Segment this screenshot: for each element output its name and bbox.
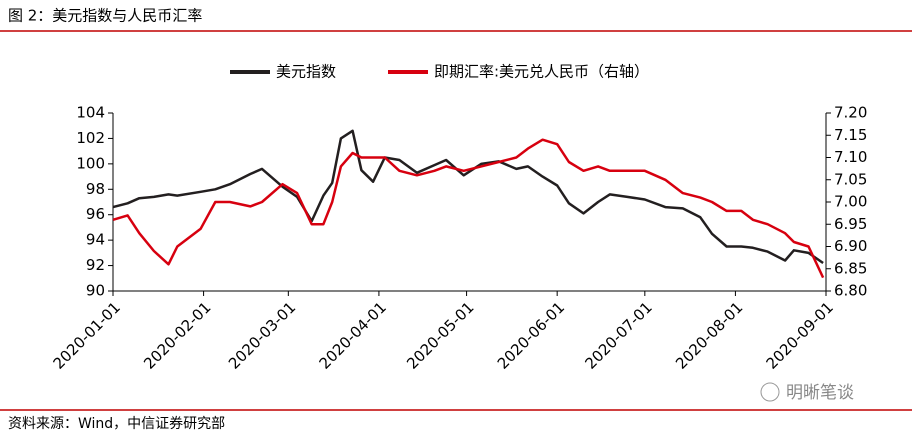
series-line [112,129,824,265]
y2-tick-label: 7.00 [834,193,867,211]
y2-tick-label: 7.10 [834,148,867,166]
x-tick-label: 2020-09-01 [763,298,837,372]
y-tick-label: 90 [86,282,105,300]
legend-label: 美元指数 [276,63,336,81]
watermark: 明晰笔谈 [786,383,854,403]
y2-tick-label: 6.85 [834,259,867,277]
x-tick-label: 2020-04-01 [316,298,390,372]
x-tick-label: 2020-06-01 [494,298,568,372]
y2-tick-label: 6.90 [834,237,867,255]
y2-tick-label: 6.80 [834,282,867,300]
y2-tick-label: 6.95 [834,215,867,233]
series-line [112,138,825,279]
y2-tick-label: 7.05 [834,170,867,188]
y-tick-label: 94 [86,231,105,249]
y-tick-label: 104 [76,104,105,122]
y2-tick-label: 7.15 [834,126,867,144]
y-tick-label: 100 [76,154,105,172]
x-tick-label: 2020-05-01 [403,298,477,372]
y-tick-label: 98 [86,180,105,198]
x-tick-label: 2020-08-01 [672,298,746,372]
source: 资料来源：Wind，中信证券研究部 [8,416,225,432]
x-tick-label: 2020-02-01 [140,298,214,372]
x-tick-label: 2020-01-01 [50,298,124,372]
x-tick-label: 2020-07-01 [581,298,655,372]
y2-tick-label: 7.20 [834,104,867,122]
y-tick-label: 96 [86,205,105,223]
figure-title: 图 2：美元指数与人民币汇率 [8,7,202,25]
legend-label: 即期汇率:美元兑人民币（右轴） [434,63,649,81]
y-tick-label: 92 [86,256,105,274]
y-tick-label: 102 [76,129,105,147]
watermark-icon [760,382,780,402]
x-tick-label: 2020-03-01 [225,298,299,372]
